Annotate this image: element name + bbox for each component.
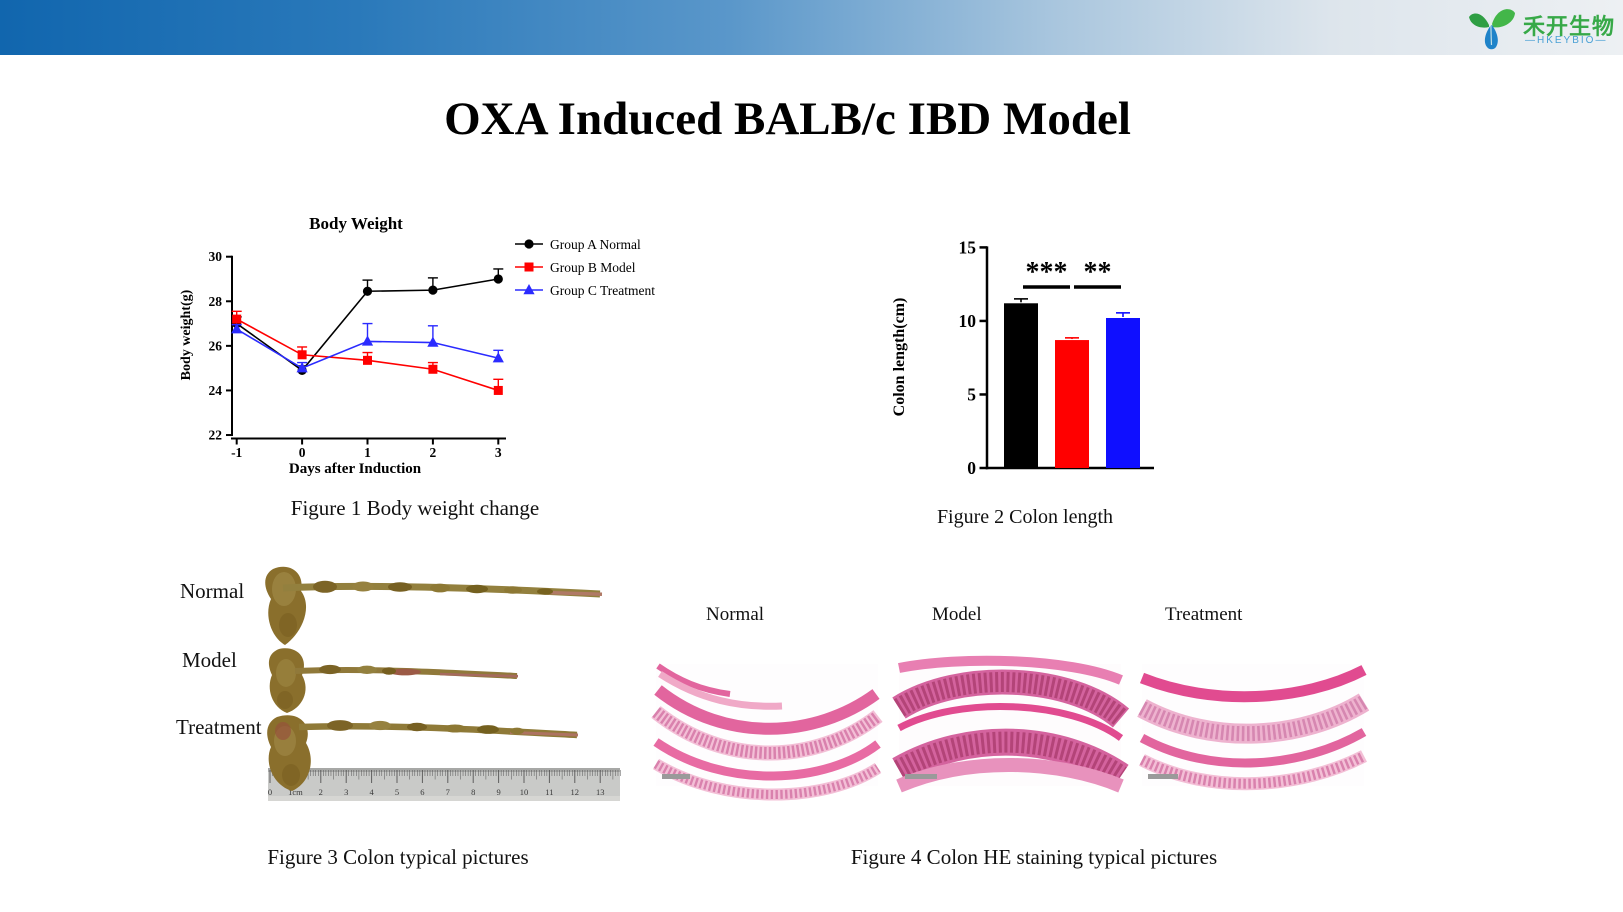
y-tick-label: 28 bbox=[209, 294, 223, 309]
ruler-number: 3 bbox=[344, 787, 348, 797]
company-name-en: —HKEYBIO— bbox=[1525, 35, 1608, 46]
marker-square bbox=[297, 350, 307, 360]
scale-bar bbox=[1148, 774, 1178, 779]
ruler-number: 6 bbox=[420, 787, 424, 797]
legend-label: Group A Normal bbox=[550, 237, 641, 252]
company-logo: 禾开生物 —HKEYBIO— bbox=[1468, 5, 1618, 51]
bar bbox=[1106, 317, 1140, 468]
ruler: 0 1cm 2 3 4 5 6 7 8 9 10 11 12 13 bbox=[268, 768, 621, 801]
he-label-model: Model bbox=[932, 604, 982, 625]
ruler-number: 1cm bbox=[288, 787, 303, 797]
marker-circle bbox=[362, 286, 373, 296]
y-tick-label: 26 bbox=[209, 338, 223, 353]
marker-square bbox=[232, 314, 242, 324]
ruler-number: 10 bbox=[520, 787, 529, 797]
leaf-sprout-icon bbox=[1469, 9, 1515, 50]
ruler-numbers: 0 1cm 2 3 4 5 6 7 8 9 10 11 12 13 bbox=[268, 787, 605, 797]
y-tick-label: 22 bbox=[209, 428, 223, 443]
marker-triangle bbox=[523, 284, 535, 295]
y-tick-label: 24 bbox=[209, 383, 223, 398]
y-tick-label: 30 bbox=[209, 249, 223, 264]
significance-stars: *** bbox=[1026, 257, 1068, 288]
significance-stars: ** bbox=[1084, 257, 1112, 288]
ruler-number: 11 bbox=[545, 787, 553, 797]
ruler-number: 12 bbox=[571, 787, 580, 797]
ruler-number: 8 bbox=[471, 787, 475, 797]
y-tick-label: 0 bbox=[967, 458, 976, 478]
y-axis-label: Colon length(cm) bbox=[891, 298, 908, 417]
body-weight-line-chart: Body Weight Body weight(g) Days after In… bbox=[179, 214, 656, 477]
series-group-b-model bbox=[231, 310, 504, 395]
legend-entry: Group B Model bbox=[515, 260, 636, 275]
colon-photo-label-treatment: Treatment bbox=[176, 715, 262, 739]
y-tick-label: 15 bbox=[959, 237, 977, 257]
x-tick-label: -1 bbox=[231, 445, 242, 460]
chart-title: Body Weight bbox=[309, 214, 403, 233]
series-group-c-treatment bbox=[231, 322, 504, 373]
marker-circle bbox=[493, 274, 503, 284]
colon-specimen-normal bbox=[265, 566, 603, 645]
marker-triangle bbox=[427, 336, 439, 347]
ruler-number: 0 bbox=[268, 787, 272, 797]
y-tick-label: 10 bbox=[959, 311, 977, 331]
line-chart-generated: 22 24 26 28 30 -1 0 1 2 3 Group A Normal Group B Mo… bbox=[209, 237, 656, 460]
bar bbox=[1004, 303, 1038, 468]
top-banner bbox=[0, 0, 1623, 55]
page-title: OXA Induced BALB/c IBD Model bbox=[444, 93, 1131, 145]
colon-photo-label-model: Model bbox=[182, 648, 237, 672]
colon-photo-label-normal: Normal bbox=[180, 579, 245, 603]
marker-circle bbox=[524, 239, 534, 249]
ruler-ticks bbox=[269, 770, 621, 783]
marker-triangle bbox=[492, 352, 504, 363]
he-image-model bbox=[892, 655, 1130, 793]
ruler-number: 9 bbox=[496, 787, 500, 797]
ruler-number: 5 bbox=[395, 787, 399, 797]
scale-bar bbox=[662, 774, 690, 779]
marker-square bbox=[428, 364, 438, 374]
figure2-caption: Figure 2 Colon length bbox=[936, 506, 1114, 528]
legend-entry: Group A Normal bbox=[515, 237, 641, 252]
marker-triangle bbox=[361, 335, 374, 346]
figure3-caption: Figure 3 Colon typical pictures bbox=[267, 845, 529, 869]
colon-specimens-photo: 0 1cm 2 3 4 5 6 7 8 9 10 11 12 13 bbox=[265, 566, 621, 801]
colon-specimen-treatment bbox=[267, 715, 579, 791]
he-label-treatment: Treatment bbox=[1165, 604, 1243, 625]
ruler-number: 4 bbox=[369, 787, 374, 797]
colon-specimen-model bbox=[268, 648, 519, 713]
he-image-treatment bbox=[1137, 664, 1370, 791]
scale-bar bbox=[905, 774, 937, 779]
x-tick-label: 3 bbox=[495, 445, 502, 460]
marker-triangle bbox=[231, 323, 243, 334]
ruler-number: 2 bbox=[319, 787, 323, 797]
marker-square bbox=[363, 355, 372, 365]
legend-label: Group B Model bbox=[550, 260, 636, 275]
marker-square bbox=[493, 385, 503, 395]
figure1-caption: Figure 1 Body weight change bbox=[290, 496, 540, 520]
legend-label: Group C Treatment bbox=[550, 283, 655, 298]
legend-entry: Group C Treatment bbox=[515, 283, 655, 298]
he-label-normal: Normal bbox=[706, 604, 765, 625]
marker-circle bbox=[428, 285, 438, 295]
y-tick-label: 5 bbox=[967, 384, 976, 404]
x-tick-label: 2 bbox=[430, 445, 437, 460]
x-axis-label: Days after Induction bbox=[289, 461, 422, 477]
figure4-caption: Figure 4 Colon HE staining typical pictu… bbox=[850, 845, 1218, 869]
company-name-cn: 禾开生物 bbox=[1523, 14, 1616, 39]
marker-square bbox=[524, 262, 534, 272]
x-tick-label: 1 bbox=[364, 445, 371, 460]
bar bbox=[1055, 340, 1089, 468]
x-tick-label: 0 bbox=[299, 445, 306, 460]
he-image-normal bbox=[651, 663, 883, 801]
ruler-number: 7 bbox=[446, 787, 450, 797]
marker-triangle bbox=[296, 362, 308, 373]
ruler-number: 13 bbox=[596, 787, 605, 797]
y-axis-label: Body weight(g) bbox=[179, 289, 194, 380]
